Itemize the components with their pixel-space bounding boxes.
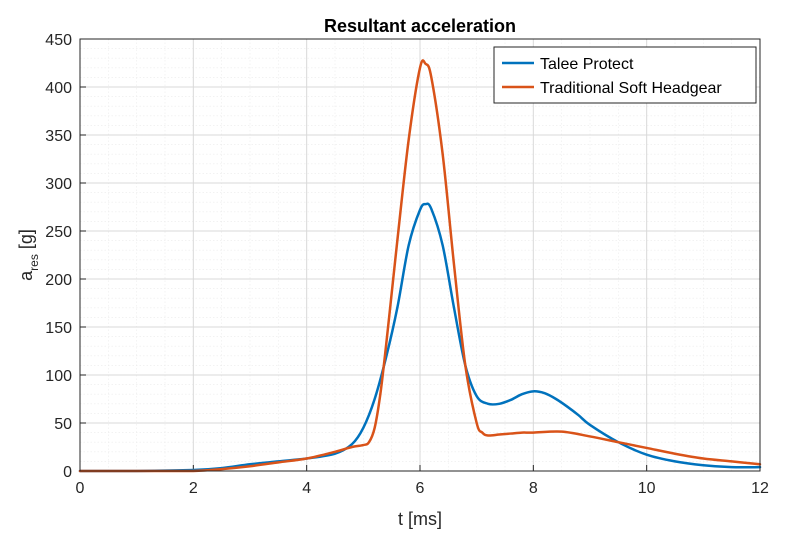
y-tick-label: 350 (45, 128, 72, 145)
x-tick-label: 12 (751, 480, 769, 497)
x-axis-label: t [ms] (398, 509, 442, 529)
x-tick-label: 6 (416, 480, 425, 497)
y-tick-label: 300 (45, 176, 72, 193)
y-tick-label: 50 (54, 416, 72, 433)
x-tick-label: 10 (638, 480, 656, 497)
y-tick-label: 150 (45, 320, 72, 337)
legend: Talee Protect Traditional Soft Headgear (493, 46, 757, 104)
legend-label-traditional-soft-headgear: Traditional Soft Headgear (540, 80, 722, 97)
legend-box (493, 46, 757, 104)
plot-frame (79, 38, 761, 472)
y-tick-label: 200 (45, 272, 72, 289)
y-tick-label: 100 (45, 368, 72, 385)
y-axis-label-subscript: res (27, 254, 41, 271)
x-tick-labels: 0 2 4 6 8 10 12 (76, 480, 769, 497)
x-tick-label: 2 (189, 480, 198, 497)
y-tick-label: 0 (63, 464, 72, 481)
legend-label-talee-protect: Talee Protect (540, 56, 634, 73)
y-axis-label-main: a (16, 270, 36, 281)
y-axis-label-unit: [g] (16, 229, 36, 254)
chart-title: Resultant acceleration (324, 16, 516, 36)
x-tick-label: 4 (302, 480, 311, 497)
series-layer (78, 59, 762, 473)
y-tick-label: 250 (45, 224, 72, 241)
x-tick-label: 8 (529, 480, 538, 497)
y-tick-label: 450 (45, 32, 72, 49)
y-tick-labels: 0 50 100 150 200 250 300 350 400 450 (45, 32, 72, 481)
y-axis-label: ares [g] (16, 229, 41, 281)
y-tick-label: 400 (45, 80, 72, 97)
series-line-traditional-soft-headgear (78, 59, 762, 473)
x-tick-label: 0 (76, 480, 85, 497)
